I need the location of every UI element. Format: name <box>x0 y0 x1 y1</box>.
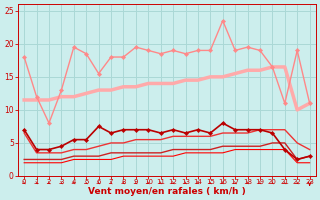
X-axis label: Vent moyen/en rafales ( km/h ): Vent moyen/en rafales ( km/h ) <box>88 187 246 196</box>
